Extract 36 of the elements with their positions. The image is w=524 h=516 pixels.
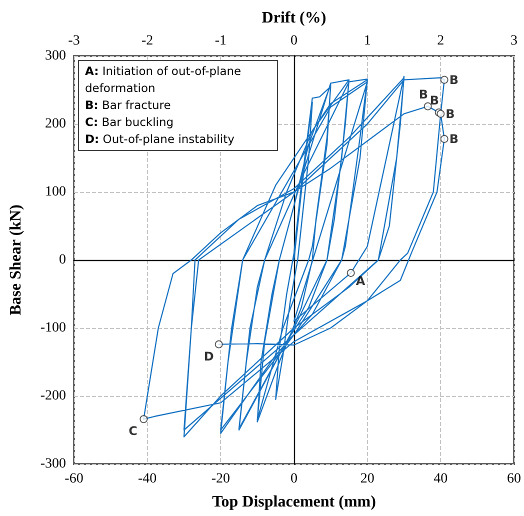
annotation: B xyxy=(449,72,458,87)
y-tick-label: 0 xyxy=(59,252,66,268)
x-tick-label: -20 xyxy=(211,472,230,486)
annotation: B xyxy=(446,106,455,121)
y-tick-label: -300 xyxy=(40,456,66,472)
annotation: B xyxy=(418,87,428,102)
annotation: B xyxy=(449,132,458,146)
x-tick-label: 0 xyxy=(290,472,298,486)
annotation: C xyxy=(128,424,138,438)
y-tick-label: 200 xyxy=(45,116,66,132)
x2-tick-label: -3 xyxy=(68,34,80,48)
y-tick-label: -100 xyxy=(40,320,66,336)
x2-tick-label: 2 xyxy=(437,34,444,48)
x-tick-label: 20 xyxy=(360,472,374,486)
x-tick-label: 60 xyxy=(507,472,521,486)
x2-tick-label: 1 xyxy=(364,34,371,48)
y-axis-title: Base Shear (kN) xyxy=(8,204,24,316)
annotation: B: Bar fracture xyxy=(85,97,172,114)
annotation: D: Out-of-plane instability xyxy=(85,131,236,148)
annotation: C: Bar buckling xyxy=(85,114,175,131)
y-tick-label: 100 xyxy=(45,184,66,200)
annotation: A xyxy=(356,274,366,288)
x-tick-label: -60 xyxy=(64,472,84,486)
x2-tick-label: -1 xyxy=(214,34,227,48)
x-tick-label: -40 xyxy=(138,472,157,486)
x2-axis-title: Drift (%) xyxy=(262,10,326,26)
y-tick-label: 300 xyxy=(45,48,66,64)
annotation: A: Initiation of out-of-plane deformation xyxy=(85,63,242,97)
x-axis-title: Top Displacement (mm) xyxy=(212,494,376,510)
annotation: D xyxy=(204,349,214,364)
annotation: B xyxy=(430,93,439,108)
x-tick-label: 40 xyxy=(434,472,448,486)
x2-tick-label: -2 xyxy=(141,34,154,48)
y-tick-label: -200 xyxy=(40,388,66,404)
x2-tick-label: 3 xyxy=(510,34,518,48)
x2-tick-label: 0 xyxy=(290,34,298,48)
